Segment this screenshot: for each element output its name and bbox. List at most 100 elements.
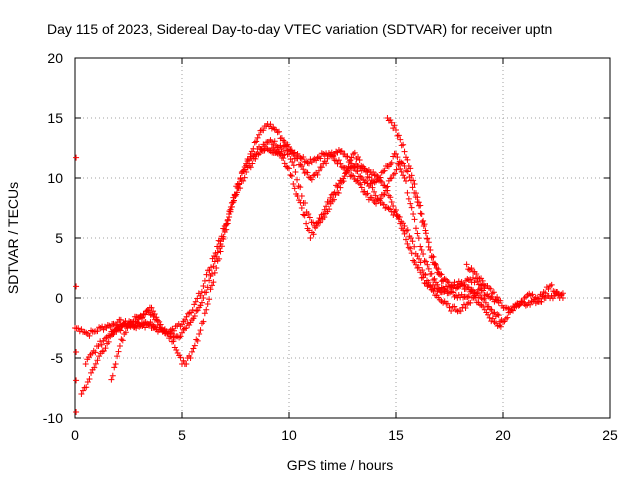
data-point-track-d xyxy=(286,165,292,172)
data-point-track-a xyxy=(405,244,412,251)
data-point-track-c xyxy=(444,300,451,307)
data-point-track-a xyxy=(495,312,502,319)
data-point-track-d xyxy=(290,181,297,187)
data-point-track-c xyxy=(106,332,113,339)
data-point-track-b xyxy=(300,166,307,173)
data-point-track-b xyxy=(450,289,457,296)
data-point-track-c xyxy=(197,292,204,299)
data-point-track-b xyxy=(260,127,267,134)
data-point-track-b xyxy=(217,248,224,255)
data-point-track-d xyxy=(377,195,384,202)
data-point-track-b xyxy=(323,160,330,167)
data-point-track-a xyxy=(191,313,198,319)
data-point-track-b xyxy=(344,153,351,160)
data-point-track-b xyxy=(86,376,93,383)
data-point-track-b xyxy=(408,204,415,211)
data-point-track-b xyxy=(223,226,230,233)
data-point-track-c xyxy=(224,216,231,223)
data-point-track-b xyxy=(487,295,494,301)
data-point-track-b xyxy=(354,168,361,175)
data-point-track-c xyxy=(282,147,289,154)
data-point-track-b xyxy=(149,311,156,318)
data-point-track-a xyxy=(482,299,489,306)
data-point-track-b xyxy=(208,282,215,289)
data-point-track-b xyxy=(206,296,213,303)
data-point-track-e xyxy=(410,177,417,184)
data-point-track-a xyxy=(404,240,411,247)
data-point-track-b xyxy=(328,149,335,156)
data-point-track-d xyxy=(303,220,310,227)
data-point-track-e xyxy=(387,117,394,124)
data-point-track-b xyxy=(226,214,233,221)
data-point-track-c xyxy=(401,223,408,229)
data-point-track-b xyxy=(411,216,418,223)
data-point-track-f xyxy=(490,289,497,296)
data-point-track-d xyxy=(341,173,348,180)
data-point-track-b xyxy=(288,147,295,154)
data-point-track-c xyxy=(185,310,192,317)
data-point-track-e xyxy=(428,254,435,261)
data-point-track-b xyxy=(276,128,283,135)
data-point-track-b xyxy=(304,169,311,176)
data-point-track-b xyxy=(431,275,438,282)
data-point-track-d xyxy=(350,172,357,179)
data-point-track-a xyxy=(478,295,485,302)
data-point-track-f xyxy=(487,285,494,292)
data-point-track-c xyxy=(294,176,301,183)
data-point-track-c xyxy=(226,208,233,215)
data-point-track-b xyxy=(201,310,208,317)
x-tick-label: 0 xyxy=(71,427,79,443)
data-point-track-d xyxy=(284,164,291,171)
data-point-track-g xyxy=(130,324,137,331)
data-point-track-b xyxy=(334,149,341,156)
data-point-track-e xyxy=(414,194,421,201)
data-point-track-c xyxy=(425,279,432,286)
data-point-track-d xyxy=(287,171,294,178)
data-point-track-c xyxy=(82,361,89,367)
data-point-track-f xyxy=(548,281,555,288)
x-tick-label: 10 xyxy=(281,427,297,443)
data-point-track-c xyxy=(98,341,105,348)
y-tick-label: -10 xyxy=(43,410,63,426)
data-point-track-a xyxy=(504,314,511,321)
data-point-track-b xyxy=(187,355,194,361)
data-point-track-b xyxy=(467,288,474,295)
data-point-track-d xyxy=(307,235,314,241)
data-point-track-g xyxy=(114,353,121,360)
data-point-track-d xyxy=(334,183,341,190)
data-points xyxy=(72,115,566,415)
data-point-track-g xyxy=(116,343,123,349)
data-point-track-g xyxy=(138,315,145,322)
data-point-track-h xyxy=(73,377,80,384)
data-point-track-e xyxy=(415,199,422,206)
data-point-track-b xyxy=(424,261,431,268)
data-point-track-b xyxy=(203,306,210,313)
data-point-track-d xyxy=(345,169,352,175)
data-point-track-c xyxy=(292,169,299,175)
data-point-track-b xyxy=(407,200,414,207)
data-point-track-b xyxy=(448,288,455,295)
data-point-track-c xyxy=(337,184,344,191)
data-point-track-g xyxy=(122,329,129,336)
data-point-track-d xyxy=(357,181,364,188)
data-point-track-b xyxy=(173,346,180,353)
data-point-track-h xyxy=(73,349,80,355)
data-point-track-b xyxy=(286,143,292,150)
data-point-track-b xyxy=(188,348,195,355)
data-point-track-b xyxy=(156,318,163,325)
data-point-track-d xyxy=(442,276,449,283)
data-point-track-c xyxy=(485,311,492,318)
data-point-track-b xyxy=(284,141,291,148)
data-point-track-c xyxy=(404,226,411,233)
x-tick-label: 5 xyxy=(178,427,186,443)
data-point-track-b xyxy=(310,172,317,179)
data-point-track-a xyxy=(280,143,287,150)
data-point-track-f xyxy=(516,301,523,308)
data-point-track-f xyxy=(473,271,480,278)
data-point-track-d xyxy=(327,194,334,201)
data-point-track-d xyxy=(305,227,312,234)
data-point-track-a xyxy=(198,299,205,306)
data-point-track-e xyxy=(391,122,398,129)
data-point-track-d xyxy=(288,173,295,180)
data-point-track-b xyxy=(256,131,263,138)
